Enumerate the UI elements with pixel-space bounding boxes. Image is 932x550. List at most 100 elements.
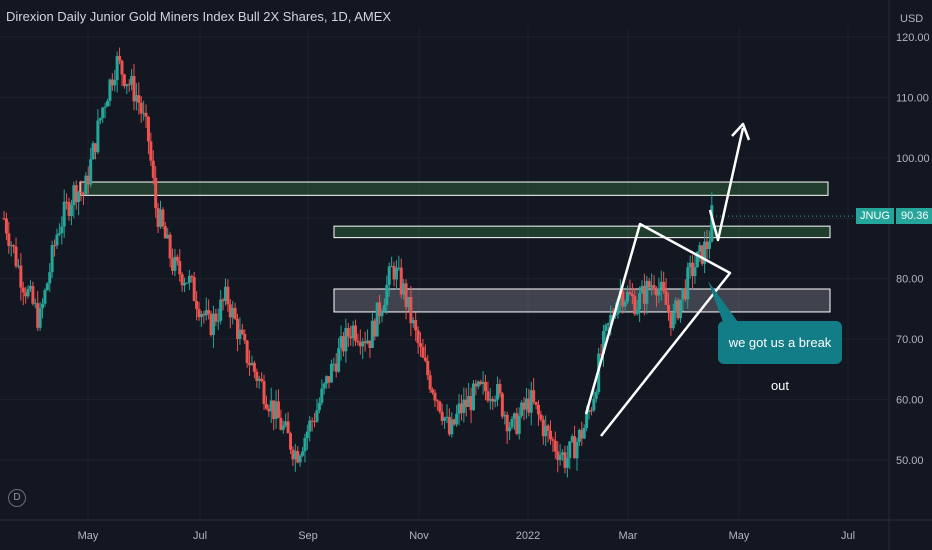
candle-body (522, 402, 526, 410)
candle-body (137, 95, 141, 103)
candle-body (50, 245, 54, 273)
candle-body (358, 342, 362, 347)
candle-body (652, 285, 656, 290)
candle-body (455, 413, 459, 425)
candle-body (296, 450, 300, 463)
breakout-arrow (708, 127, 745, 242)
candle-body (705, 241, 709, 249)
candle-body (474, 383, 478, 387)
candle-body (707, 241, 711, 249)
candle-body (647, 280, 651, 288)
candle-body (561, 452, 565, 456)
candle-body (626, 292, 630, 302)
zone-resistance-high (79, 181, 829, 196)
chart-title: Direxion Daily Junior Gold Miners Index … (6, 9, 392, 24)
candle-body (134, 95, 138, 102)
candle-body (89, 159, 93, 185)
candle-body (93, 143, 97, 153)
candle-body (491, 398, 495, 402)
candle-body (223, 286, 227, 302)
candle-body (250, 362, 254, 366)
candle-body (438, 401, 442, 412)
candle-body (142, 112, 146, 114)
candle-body (101, 107, 105, 119)
candle-body (84, 175, 88, 195)
candle-body (190, 275, 194, 278)
candle-body (411, 319, 415, 324)
candle-body (33, 303, 37, 305)
candle-body (221, 299, 225, 302)
candle-body (2, 218, 6, 220)
candle-body (178, 260, 182, 275)
data-window-icon[interactable]: D (8, 489, 26, 507)
x-tick-label: Jul (193, 530, 207, 542)
last-price-tag: JNUG 90.36 (856, 207, 932, 225)
candle-body (630, 294, 634, 297)
candle-body (354, 325, 358, 341)
candle-body (378, 302, 382, 317)
candle-body (166, 234, 170, 239)
candle-body (325, 376, 329, 384)
candle-body (433, 392, 437, 401)
candle-body (281, 425, 285, 430)
candle-body (168, 234, 172, 259)
candle-body (72, 185, 76, 206)
candle-body (385, 284, 389, 306)
candle-body (149, 141, 153, 161)
candle-body (320, 388, 324, 403)
candle-body (313, 421, 317, 423)
candle-body (110, 79, 114, 86)
candle-body (573, 436, 577, 459)
candle-body (98, 118, 102, 121)
candle-body (31, 286, 35, 304)
candle-body (517, 415, 521, 434)
candle-body (21, 287, 25, 293)
candle-body (471, 383, 475, 411)
candle-body (120, 60, 124, 75)
candle-body (664, 291, 668, 305)
candle-body (435, 400, 439, 402)
candle-body (74, 185, 78, 203)
candle-body (146, 116, 150, 142)
candle-body (161, 209, 165, 227)
candle-body (498, 383, 502, 394)
candle-body (419, 343, 423, 347)
candle-body (57, 233, 61, 235)
candle-body (219, 299, 223, 321)
candle-body (368, 340, 372, 349)
candle-body (582, 428, 586, 439)
candle-body (327, 376, 331, 383)
candle-body (158, 209, 162, 227)
candle-body (508, 427, 512, 432)
candle-body (669, 311, 673, 329)
candle-body (96, 120, 100, 153)
candle-body (373, 320, 377, 337)
candle-body (700, 245, 704, 264)
breakout-callout[interactable]: we got us a break out (718, 321, 842, 393)
candle-body (337, 348, 341, 372)
candle-body (409, 297, 413, 324)
candle-body (500, 393, 504, 417)
candle-body (156, 208, 160, 227)
candle-body (676, 300, 680, 319)
candle-body (195, 300, 199, 309)
candle-body (240, 329, 244, 334)
candle-body (479, 381, 483, 384)
candle-body (207, 310, 211, 314)
candle-body (695, 251, 699, 268)
candle-body (81, 193, 85, 195)
candle-body (305, 431, 309, 439)
candle-body (370, 320, 374, 349)
candle-body (361, 341, 365, 347)
candle-body (387, 266, 391, 285)
candle-body (106, 100, 110, 107)
candle-body (587, 410, 591, 413)
candle-body (450, 419, 454, 435)
x-tick-label: May (78, 530, 99, 542)
candle-body (520, 402, 524, 416)
candle-body (45, 283, 49, 291)
candle-body (484, 381, 488, 392)
candle-body (257, 378, 261, 381)
candle-body (512, 413, 516, 419)
